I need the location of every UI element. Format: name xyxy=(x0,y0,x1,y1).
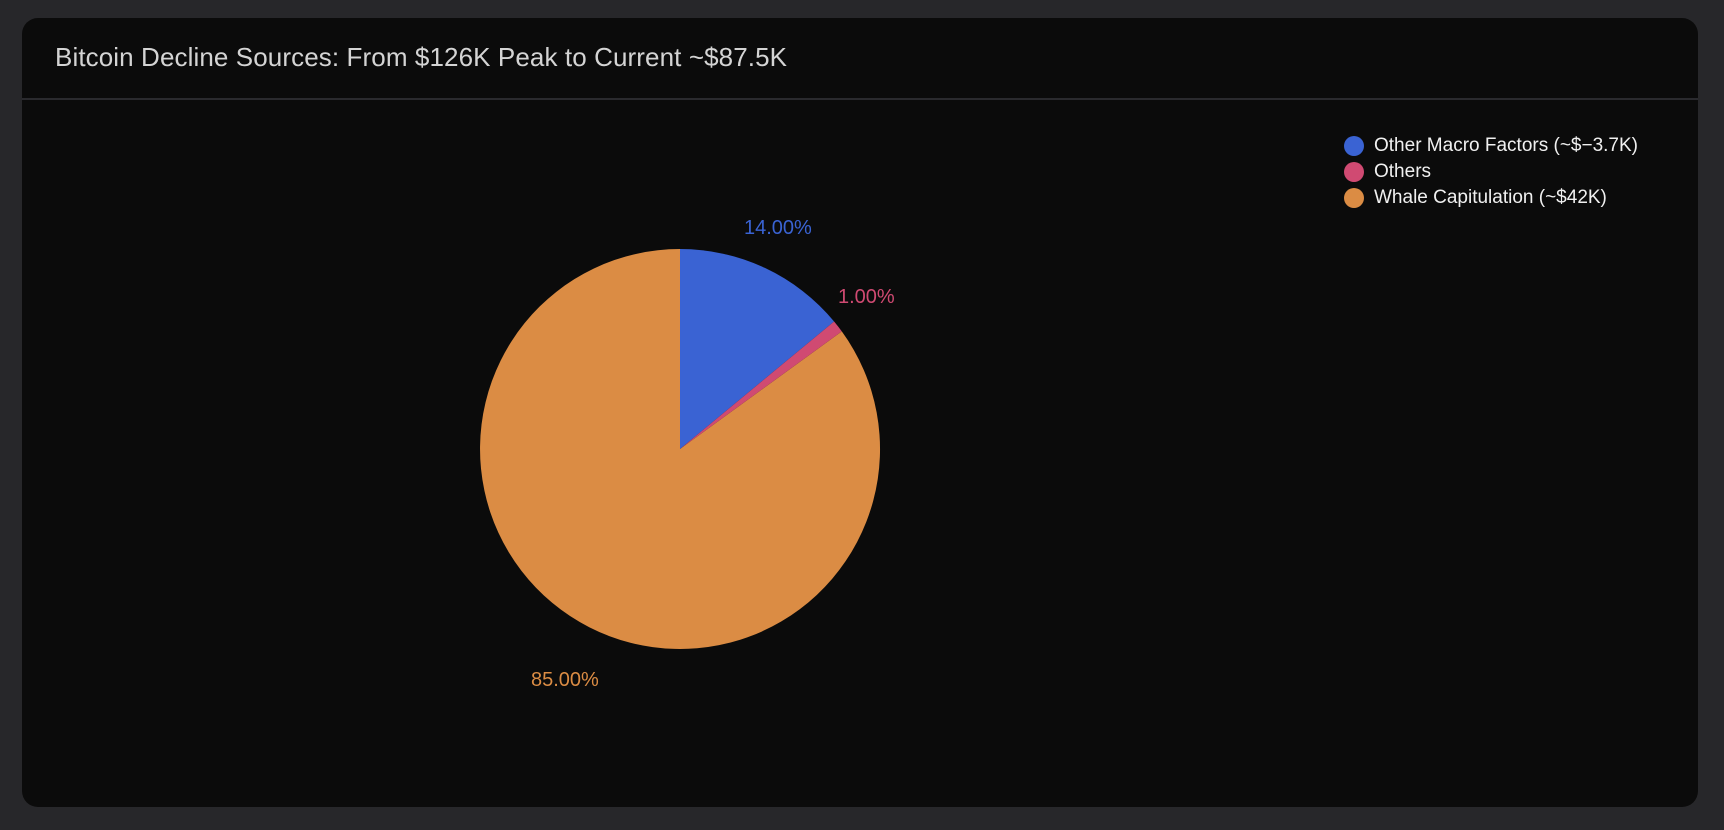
chart-title: Bitcoin Decline Sources: From $126K Peak… xyxy=(55,42,788,72)
chart-area: 14.00% 1.00% 85.00% Other Macro Factors … xyxy=(22,100,1698,807)
slice-others[interactable] xyxy=(680,321,842,450)
legend-item-others[interactable]: Others xyxy=(1344,159,1638,185)
label-others: 1.00% xyxy=(838,286,895,308)
chart-card: Bitcoin Decline Sources: From $126K Peak… xyxy=(22,18,1698,807)
slice-whale-capitulation[interactable] xyxy=(480,249,881,649)
legend-item-other-macro-factors[interactable]: Other Macro Factors (~$−3.7K) xyxy=(1344,133,1638,159)
chart-header: Bitcoin Decline Sources: From $126K Peak… xyxy=(22,18,1698,100)
label-whale-capitulation: 85.00% xyxy=(531,669,599,691)
legend-dot-icon xyxy=(1344,188,1364,208)
legend-label: Other Macro Factors (~$−3.7K) xyxy=(1374,135,1638,156)
label-other-macro-factors: 14.00% xyxy=(744,217,812,239)
legend-label: Whale Capitulation (~$42K) xyxy=(1374,187,1607,208)
legend-label: Others xyxy=(1374,161,1432,182)
pie-chart xyxy=(480,249,881,649)
legend-dot-icon xyxy=(1344,162,1364,182)
legend-dot-icon xyxy=(1344,136,1364,156)
slice-other-macro-factors[interactable] xyxy=(680,249,835,449)
legend-item-whale-capitulation[interactable]: Whale Capitulation (~$42K) xyxy=(1344,185,1638,211)
legend: Other Macro Factors (~$−3.7K) Others Wha… xyxy=(1344,133,1638,211)
